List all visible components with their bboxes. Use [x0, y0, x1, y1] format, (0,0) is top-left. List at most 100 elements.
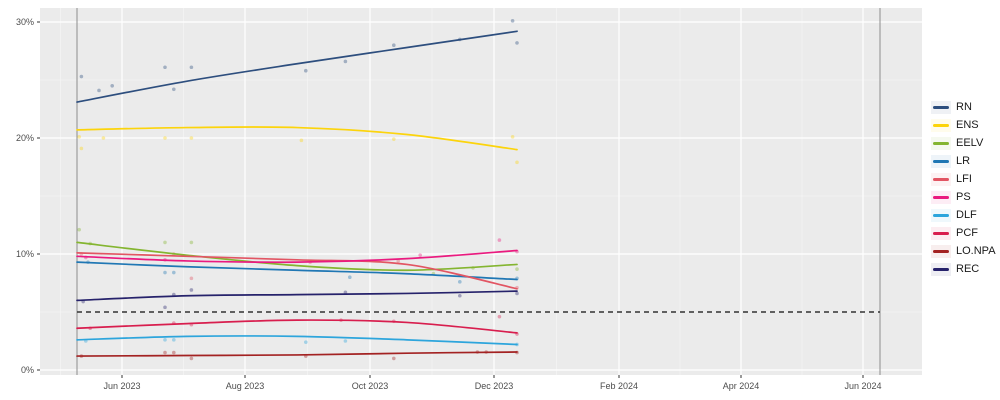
legend-label: ENS — [956, 119, 979, 131]
poll-point-DLF — [163, 338, 167, 342]
legend-item-LFI: LFI — [931, 172, 996, 186]
poll-point-DLF — [304, 340, 308, 344]
legend-line-icon — [933, 105, 949, 109]
trend-line-PS — [76, 249, 518, 264]
chart-legend: RN ENS EELV LR LFI PS DLF PCF LO.NPA REC — [931, 100, 996, 276]
legend-key-swatch — [931, 208, 951, 222]
poll-point-EELV — [189, 240, 194, 245]
legend-label: LO.NPA — [956, 245, 996, 257]
poll-point-LR — [163, 270, 167, 275]
poll-point-RN — [163, 65, 167, 70]
poll-point-REC — [515, 291, 519, 296]
poll-point-RN — [510, 19, 515, 23]
legend-item-RN: RN — [931, 100, 996, 114]
trend-line-RN — [76, 30, 518, 103]
poll-point-ENS — [77, 135, 81, 139]
legend-key-swatch — [931, 262, 951, 276]
legend-line-icon — [933, 123, 949, 127]
poll-point-ENS — [510, 135, 515, 139]
poll-point-EELV — [163, 240, 167, 245]
legend-item-PS: PS — [931, 190, 996, 204]
trend-line-LFI — [76, 251, 518, 290]
poll-point-RN — [79, 74, 84, 79]
poll-point-ENS — [101, 136, 106, 140]
poll-point-EELV — [77, 227, 81, 232]
trend-line-ENS — [76, 126, 518, 151]
poll-point-LR — [172, 270, 176, 275]
x-axis-label: Oct 2023 — [352, 381, 389, 391]
legend-label: PS — [956, 191, 971, 203]
plot-panel — [40, 8, 922, 375]
legend-item-LO.NPA: LO.NPA — [931, 244, 996, 258]
poll-point-LO.NPA — [163, 350, 167, 355]
legend-item-EELV: EELV — [931, 136, 996, 150]
legend-line-icon — [933, 249, 949, 253]
legend-line-icon — [933, 231, 949, 235]
legend-key-swatch — [931, 226, 951, 240]
poll-point-RN — [392, 43, 396, 47]
poll-point-RN — [97, 88, 101, 93]
legend-label: LR — [956, 155, 971, 167]
poll-point-PS — [497, 238, 502, 242]
y-axis-label: 10% — [16, 249, 34, 259]
legend-item-ENS: ENS — [931, 118, 996, 132]
trend-line-EELV — [76, 241, 518, 272]
poll-point-ENS — [163, 136, 167, 140]
legend-item-PCF: PCF — [931, 226, 996, 240]
legend-key-swatch — [931, 190, 951, 204]
legend-item-LR: LR — [931, 154, 996, 168]
poll-point-LO.NPA — [189, 356, 194, 361]
poll-point-ENS — [299, 138, 304, 143]
legend-key-swatch — [931, 172, 951, 186]
poll-point-LFI — [396, 259, 401, 263]
poll-point-PCF — [497, 314, 502, 319]
legend-key-swatch — [931, 100, 951, 114]
legend-key-swatch — [931, 244, 951, 258]
poll-point-LO.NPA — [392, 356, 396, 361]
y-axis-label: 0% — [21, 365, 34, 375]
x-axis-label: Feb 2024 — [600, 381, 638, 391]
poll-point-EELV — [515, 267, 519, 271]
trend-line-REC — [76, 290, 518, 302]
x-axis-label: Jun 2023 — [103, 381, 140, 391]
poll-point-REC — [458, 293, 462, 298]
legend-line-icon — [933, 177, 949, 181]
trend-line-PCF — [76, 319, 518, 334]
x-axis-label: Jun 2024 — [844, 381, 881, 391]
trend-line-DLF — [76, 335, 518, 346]
legend-line-icon — [933, 267, 949, 271]
legend-line-icon — [933, 213, 949, 217]
legend-line-icon — [933, 141, 949, 145]
poll-point-REC — [163, 305, 167, 310]
y-axis-label: 20% — [16, 133, 34, 143]
poll-point-RN — [189, 65, 194, 70]
poll-point-LR — [458, 280, 462, 284]
trend-line-LR — [76, 261, 518, 281]
legend-item-REC: REC — [931, 262, 996, 276]
x-axis-label: Aug 2023 — [226, 381, 265, 391]
poll-point-RN — [343, 59, 348, 64]
legend-label: EELV — [956, 137, 984, 149]
poll-point-DLF — [172, 338, 176, 342]
poll-point-DLF — [343, 339, 348, 343]
legend-label: REC — [956, 263, 980, 275]
poll-point-RN — [304, 68, 308, 73]
legend-label: PCF — [956, 227, 978, 239]
legend-line-icon — [933, 195, 949, 199]
poll-point-PS — [418, 253, 423, 257]
poll-point-ENS — [79, 146, 84, 151]
trend-line-LO.NPA — [76, 351, 518, 357]
y-axis-label: 30% — [16, 17, 34, 27]
poll-point-LO.NPA — [172, 350, 176, 355]
legend-label: LFI — [956, 173, 972, 185]
poll-point-RN — [110, 84, 114, 88]
x-axis-label: Apr 2024 — [723, 381, 760, 391]
legend-label: DLF — [956, 209, 977, 221]
poll-point-LR — [348, 275, 352, 280]
legend-key-swatch — [931, 154, 951, 168]
poll-point-REC — [189, 288, 194, 292]
poll-point-RN — [172, 87, 176, 92]
legend-label: RN — [956, 101, 972, 113]
